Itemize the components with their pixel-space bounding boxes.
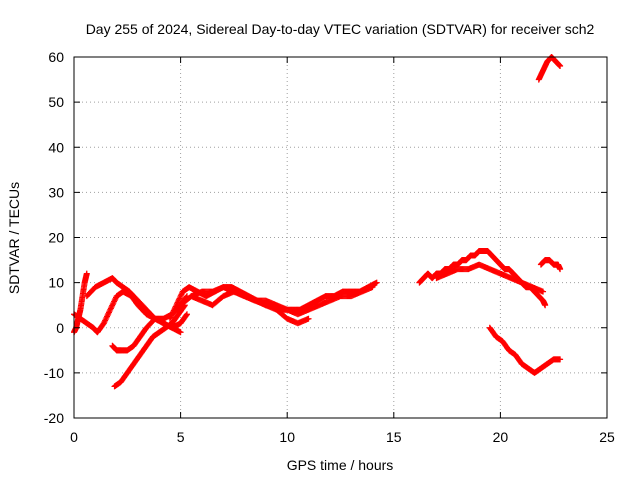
- data-point: [109, 302, 116, 309]
- data-point: [170, 307, 177, 314]
- data-point: [101, 318, 108, 325]
- data-point: [83, 270, 90, 277]
- x-tick-label: 10: [279, 429, 295, 445]
- data-point: [111, 298, 118, 305]
- data-point: [112, 295, 119, 302]
- y-tick-label: -20: [44, 410, 64, 426]
- data-point: [102, 316, 109, 323]
- data-point: [176, 295, 183, 302]
- y-tick-label: 50: [48, 94, 64, 110]
- data-point: [183, 311, 190, 318]
- data-point: [557, 356, 564, 363]
- series-track-11: [486, 324, 564, 376]
- y-tick-label: 40: [48, 139, 64, 155]
- x-tick-label: 5: [177, 429, 185, 445]
- data-point: [557, 266, 564, 273]
- data-point: [166, 315, 173, 322]
- data-point: [369, 284, 376, 291]
- x-axis-label: GPS time / hours: [287, 457, 394, 473]
- y-tick-label: -10: [44, 365, 64, 381]
- data-point: [109, 301, 116, 308]
- data-point: [183, 312, 190, 319]
- data-point: [110, 299, 117, 306]
- data-point: [172, 304, 179, 311]
- data-point: [107, 306, 114, 313]
- data-point: [174, 299, 181, 306]
- data-point: [102, 317, 109, 324]
- data-point: [557, 63, 564, 70]
- data-point: [108, 303, 115, 310]
- y-tick-label: 30: [48, 184, 64, 200]
- axis-ticks: 0 5 10 15 20 25 -20 -10 0 10 20 30 40 50 60: [44, 49, 615, 445]
- data-point: [100, 320, 107, 327]
- data-point: [305, 315, 312, 322]
- data-point: [373, 279, 380, 286]
- chart-title: Day 255 of 2024, Sidereal Day-to-day VTE…: [86, 21, 595, 37]
- series-track-10: [433, 261, 547, 295]
- data-point: [168, 313, 175, 320]
- data-point: [169, 310, 176, 317]
- data-point: [167, 314, 174, 321]
- data-point: [168, 311, 175, 318]
- series-track-8: [177, 284, 376, 318]
- data-point: [177, 292, 184, 299]
- data-points: [71, 54, 564, 390]
- data-point: [105, 310, 112, 317]
- data-point: [111, 297, 118, 304]
- y-tick-label: 0: [56, 320, 64, 336]
- data-point: [106, 308, 113, 315]
- y-axis-label: SDTVAR / TECUs: [6, 182, 22, 294]
- data-point: [178, 291, 185, 298]
- x-tick-label: 15: [386, 429, 402, 445]
- data-point: [175, 296, 182, 303]
- data-point: [175, 298, 182, 305]
- data-point: [104, 312, 111, 319]
- y-tick-label: 60: [48, 49, 64, 65]
- series-track-12: [537, 257, 564, 273]
- x-tick-label: 20: [493, 429, 509, 445]
- data-point: [177, 294, 184, 301]
- x-tick-label: 25: [599, 429, 615, 445]
- y-tick-label: 10: [48, 275, 64, 291]
- data-point: [171, 306, 178, 313]
- data-point: [107, 305, 114, 312]
- data-point: [172, 303, 179, 310]
- data-point: [542, 302, 549, 309]
- y-tick-label: 20: [48, 230, 64, 246]
- data-point: [104, 313, 111, 320]
- data-point: [105, 309, 112, 316]
- x-tick-label: 0: [70, 429, 78, 445]
- data-point: [177, 329, 184, 336]
- data-point: [103, 314, 110, 321]
- series-track-5: [111, 302, 188, 390]
- data-point: [170, 308, 177, 315]
- data-point: [540, 288, 547, 295]
